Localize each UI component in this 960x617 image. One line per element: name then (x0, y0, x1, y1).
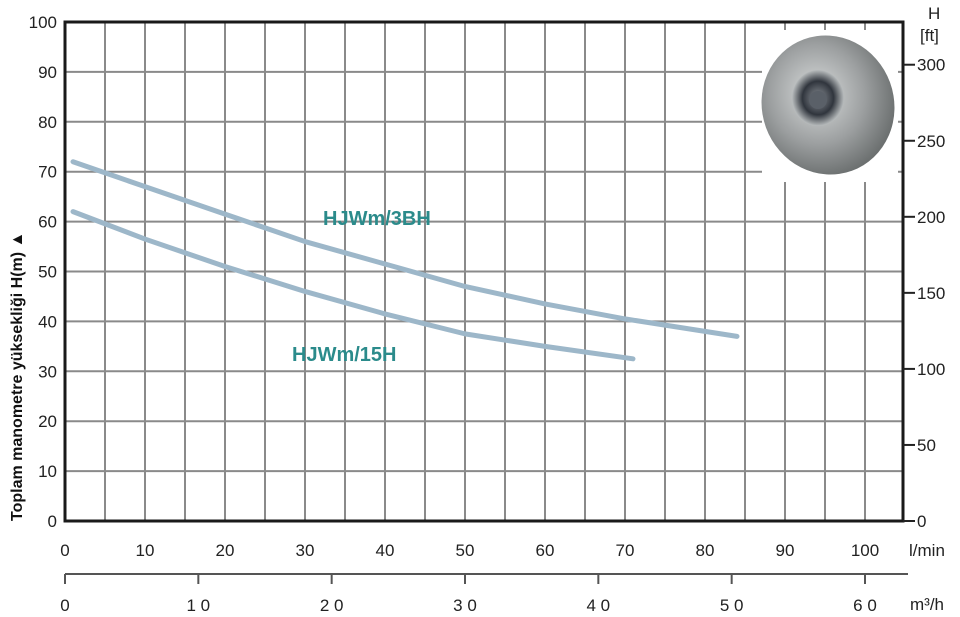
x2-tick-label: 6 0 (853, 596, 877, 615)
x-tick-label: 90 (776, 541, 795, 560)
x-tick-label: 100 (851, 541, 879, 560)
y-tick-label: 80 (38, 113, 57, 132)
pump-impeller-photo (761, 30, 898, 182)
x2-tick-label: 5 0 (720, 596, 744, 615)
x2-tick-label: 0 (60, 596, 69, 615)
x-tick-label: 60 (536, 541, 555, 560)
x-tick-label: 20 (216, 541, 235, 560)
x2-axis-label: m³/h (910, 595, 944, 614)
x-axis-label: l/min (909, 541, 945, 560)
y-tick-label: 20 (38, 412, 57, 431)
y-tick-label: 50 (38, 263, 57, 282)
curves (70, 159, 740, 362)
y2-tick-label: 250 (917, 132, 945, 151)
series-label-3bh: HJWm/3BH (323, 208, 431, 230)
y-axis-label: Toplam manometre yüksekliği H(m) ▲ (9, 232, 26, 521)
y2-tick-label: 100 (917, 360, 945, 379)
y-tick-label: 10 (38, 462, 57, 481)
y2-tick-label: 150 (917, 284, 945, 303)
x-tick-label: 80 (696, 541, 715, 560)
y-tick-label: 70 (38, 163, 57, 182)
y2-tick-label: 200 (917, 208, 945, 227)
axes: 0 10 20 30 40 50 60 70 80 90 100 0 10 20 30 40 50 60 70 80 9… (29, 13, 946, 615)
y2-tick-label: 0 (917, 512, 926, 531)
y-tick-label: 60 (38, 213, 57, 232)
y-tick-label: 30 (38, 362, 57, 381)
y-tick-label: 40 (38, 312, 57, 331)
y2-axis-label-ft: [ft] (920, 26, 939, 45)
x-tick-label: 10 (136, 541, 155, 560)
x2-tick-label: 3 0 (453, 596, 477, 615)
y-tick-label: 90 (38, 63, 57, 82)
series-line-15h (70, 209, 636, 362)
series-line-3bh (70, 159, 740, 339)
x2-tick-label: 1 0 (187, 596, 211, 615)
y-tick-label: 100 (29, 13, 57, 32)
plot-frame (63, 20, 905, 523)
y2-tick-label: 300 (917, 56, 945, 75)
x-tick-label: 50 (456, 541, 475, 560)
y-tick-label: 0 (48, 512, 57, 531)
y2-tick-label: 50 (917, 436, 936, 455)
series-label-15h: HJWm/15H (292, 344, 396, 366)
x2-tick-label: 4 0 (587, 596, 611, 615)
x-tick-label: 30 (296, 541, 315, 560)
x2-tick-label: 2 0 (320, 596, 344, 615)
x-tick-label: 0 (60, 541, 69, 560)
y2-axis-label-h: H (928, 4, 940, 23)
x-tick-label: 40 (376, 541, 395, 560)
x-tick-label: 70 (616, 541, 635, 560)
